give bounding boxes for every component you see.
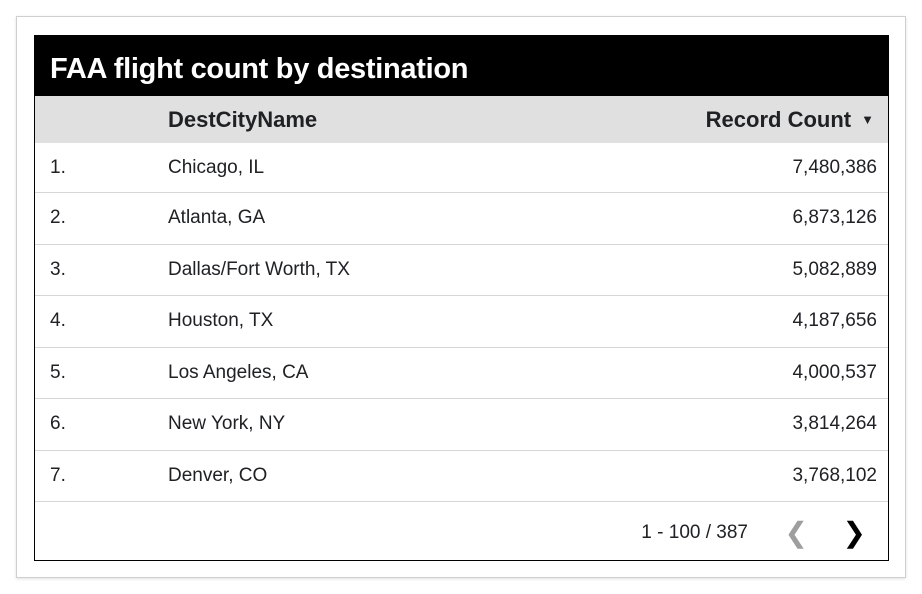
- city-name: Chicago, IL: [168, 157, 265, 178]
- table-row[interactable]: 6. New York, NY 3,814,264: [35, 399, 888, 451]
- table-row[interactable]: 2. Atlanta, GA 6,873,126: [35, 193, 888, 245]
- column-header-label: Record Count: [705, 107, 852, 132]
- record-count: 6,873,126: [792, 207, 877, 228]
- row-index: 7.: [50, 464, 66, 486]
- record-count: 7,480,386: [792, 157, 877, 178]
- record-count: 4,000,537: [792, 361, 877, 383]
- row-index: 1.: [50, 157, 66, 178]
- row-index: 2.: [50, 207, 66, 228]
- row-index: 4.: [50, 310, 66, 331]
- table-title: FAA flight count by destination: [35, 36, 888, 96]
- record-count: 3,768,102: [792, 464, 877, 486]
- chevron-right-icon[interactable]: ❯: [842, 517, 866, 548]
- table-body: 1. Chicago, IL 7,480,386 2. Atlanta, GA 6,873…: [35, 143, 888, 502]
- city-name: Los Angeles, CA: [168, 361, 309, 383]
- city-name: Houston, TX: [168, 310, 274, 331]
- column-header-record-count[interactable]: Record Count ▼: [706, 107, 874, 133]
- city-name: Dallas/Fort Worth, TX: [168, 258, 350, 280]
- row-index: 3.: [50, 258, 66, 280]
- table-row[interactable]: 1. Chicago, IL 7,480,386: [35, 143, 888, 193]
- record-count: 3,814,264: [792, 413, 877, 434]
- chevron-left-icon[interactable]: ❮: [784, 517, 808, 548]
- table-row[interactable]: 5. Los Angeles, CA 4,000,537: [35, 348, 888, 399]
- table-row[interactable]: 7. Denver, CO 3,768,102: [35, 451, 888, 502]
- row-index: 6.: [50, 413, 66, 434]
- row-index: 5.: [50, 361, 66, 383]
- column-header-destcityname[interactable]: DestCityName: [168, 107, 318, 132]
- sort-descending-icon: ▼: [861, 112, 874, 127]
- data-table: FAA flight count by destination DestCity…: [34, 35, 889, 561]
- record-count: 4,187,656: [792, 310, 877, 331]
- page-range: 1 - 100 / 387: [641, 522, 748, 543]
- city-name: Atlanta, GA: [168, 207, 266, 228]
- table-row[interactable]: 3. Dallas/Fort Worth, TX 5,082,889: [35, 245, 888, 296]
- pagination: 1 - 100 / 387 ❮ ❯: [35, 502, 888, 560]
- record-count: 5,082,889: [792, 258, 877, 280]
- table-row[interactable]: 4. Houston, TX 4,187,656: [35, 296, 888, 348]
- table-header: DestCityName Record Count ▼: [35, 96, 888, 143]
- city-name: Denver, CO: [168, 464, 268, 486]
- city-name: New York, NY: [168, 413, 286, 434]
